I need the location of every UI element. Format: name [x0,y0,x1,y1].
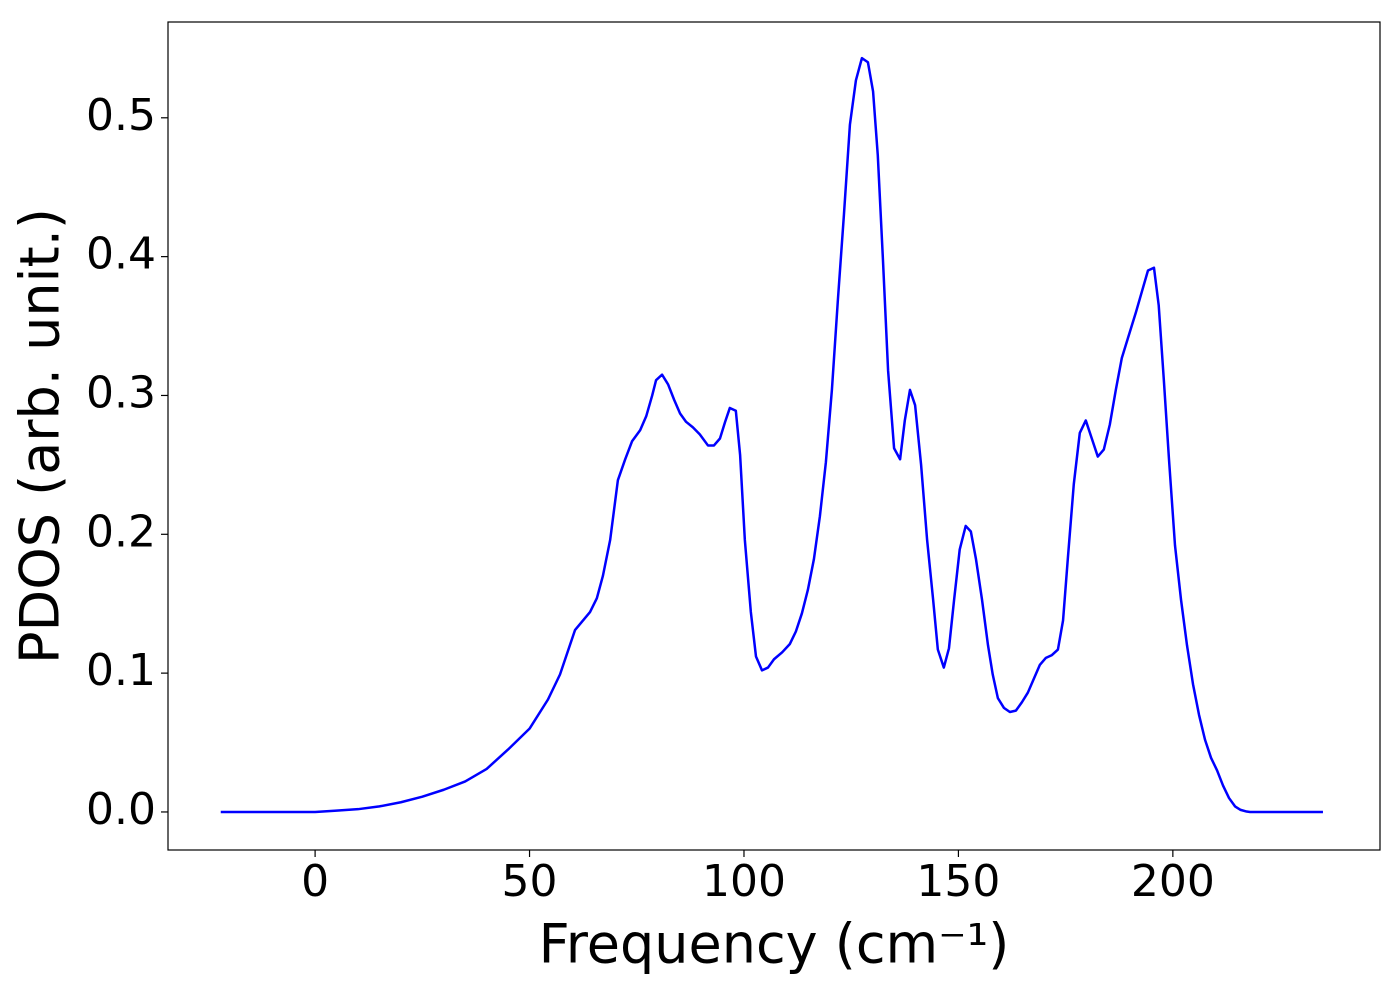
x-axis-label: Frequency (cm⁻¹) [539,913,1010,976]
data-line [220,56,1323,814]
x-tick-label: 150 [916,856,1000,907]
x-tick-label: 100 [702,856,786,907]
y-tick-label: 0.2 [86,506,156,557]
y-axis-label: PDOS (arb. unit.) [9,208,72,664]
y-tick-label: 0.0 [86,784,156,835]
x-tick-label: 50 [502,856,558,907]
x-tick-label: 200 [1131,856,1215,907]
y-tick-label: 0.4 [86,229,156,280]
plot-frame [167,21,1381,851]
y-tick-label: 0.3 [86,367,156,418]
y-tick-label: 0.1 [86,645,156,696]
y-tick-label: 0.5 [86,90,156,141]
x-tick-label: 0 [301,856,329,907]
